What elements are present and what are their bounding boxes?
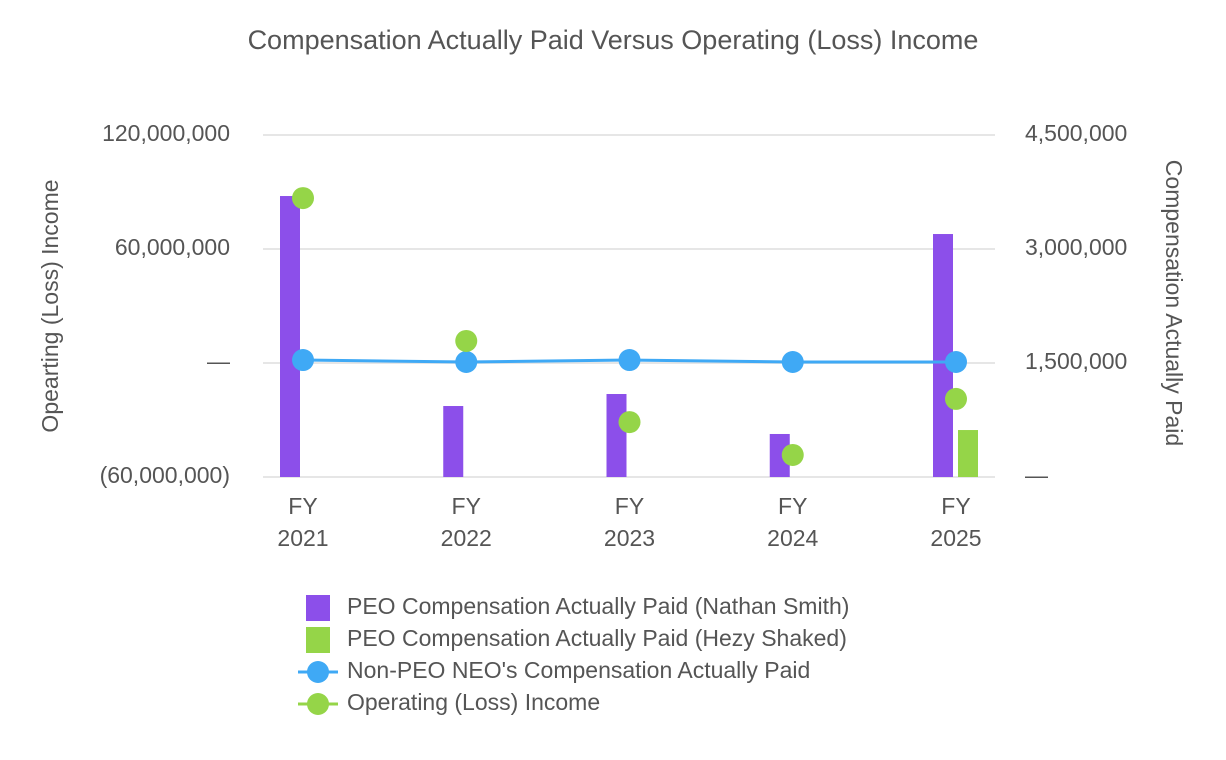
y-tick-label: (60,000,000)	[100, 462, 230, 488]
line-marker	[781, 351, 804, 374]
line-marker	[292, 349, 314, 372]
legend-swatch	[306, 595, 330, 621]
point	[455, 329, 478, 352]
point	[945, 387, 967, 410]
legend-label: Non-PEO NEO's Compensation Actually Paid	[347, 657, 810, 683]
y2-axis-title: Compensation Actually Paid	[1161, 160, 1187, 446]
bar	[958, 430, 978, 477]
y-tick-label: —	[207, 348, 230, 374]
y2-tick-label: —	[1025, 462, 1048, 488]
y2-tick-label: 1,500,000	[1025, 348, 1127, 374]
point	[292, 187, 314, 210]
y-axis-title: Opearting (Loss) Income	[37, 179, 63, 432]
point	[618, 411, 641, 434]
y-tick-label: 120,000,000	[102, 120, 230, 146]
bar	[280, 196, 300, 477]
legend: PEO Compensation Actually Paid (Nathan S…	[298, 593, 849, 715]
bar	[769, 433, 790, 477]
legend-label: PEO Compensation Actually Paid (Nathan S…	[347, 593, 849, 619]
x-tick-label: FY 2024	[767, 493, 818, 551]
y2-tick-label: 3,000,000	[1025, 234, 1127, 260]
legend-label: Operating (Loss) Income	[347, 689, 600, 715]
legend-swatch-marker	[307, 693, 329, 715]
line-marker	[945, 351, 967, 374]
legend-swatch	[306, 627, 330, 653]
bar	[443, 406, 464, 477]
x-tick-label: FY 2025	[930, 493, 981, 551]
line-marker	[618, 349, 641, 372]
chart-title: Compensation Actually Paid Versus Operat…	[248, 25, 979, 55]
bar	[933, 234, 953, 477]
x-tick-label: FY 2022	[441, 493, 492, 551]
line-marker	[455, 351, 478, 374]
legend-label: PEO Compensation Actually Paid (Hezy Sha…	[347, 625, 847, 651]
y2-tick-label: 4,500,000	[1025, 120, 1127, 146]
x-tick-label: FY 2023	[604, 493, 655, 551]
point	[781, 443, 804, 466]
y-tick-label: 60,000,000	[115, 234, 230, 260]
x-tick-label: FY 2021	[277, 493, 328, 551]
bar	[606, 394, 627, 477]
legend-swatch-marker	[307, 661, 329, 683]
